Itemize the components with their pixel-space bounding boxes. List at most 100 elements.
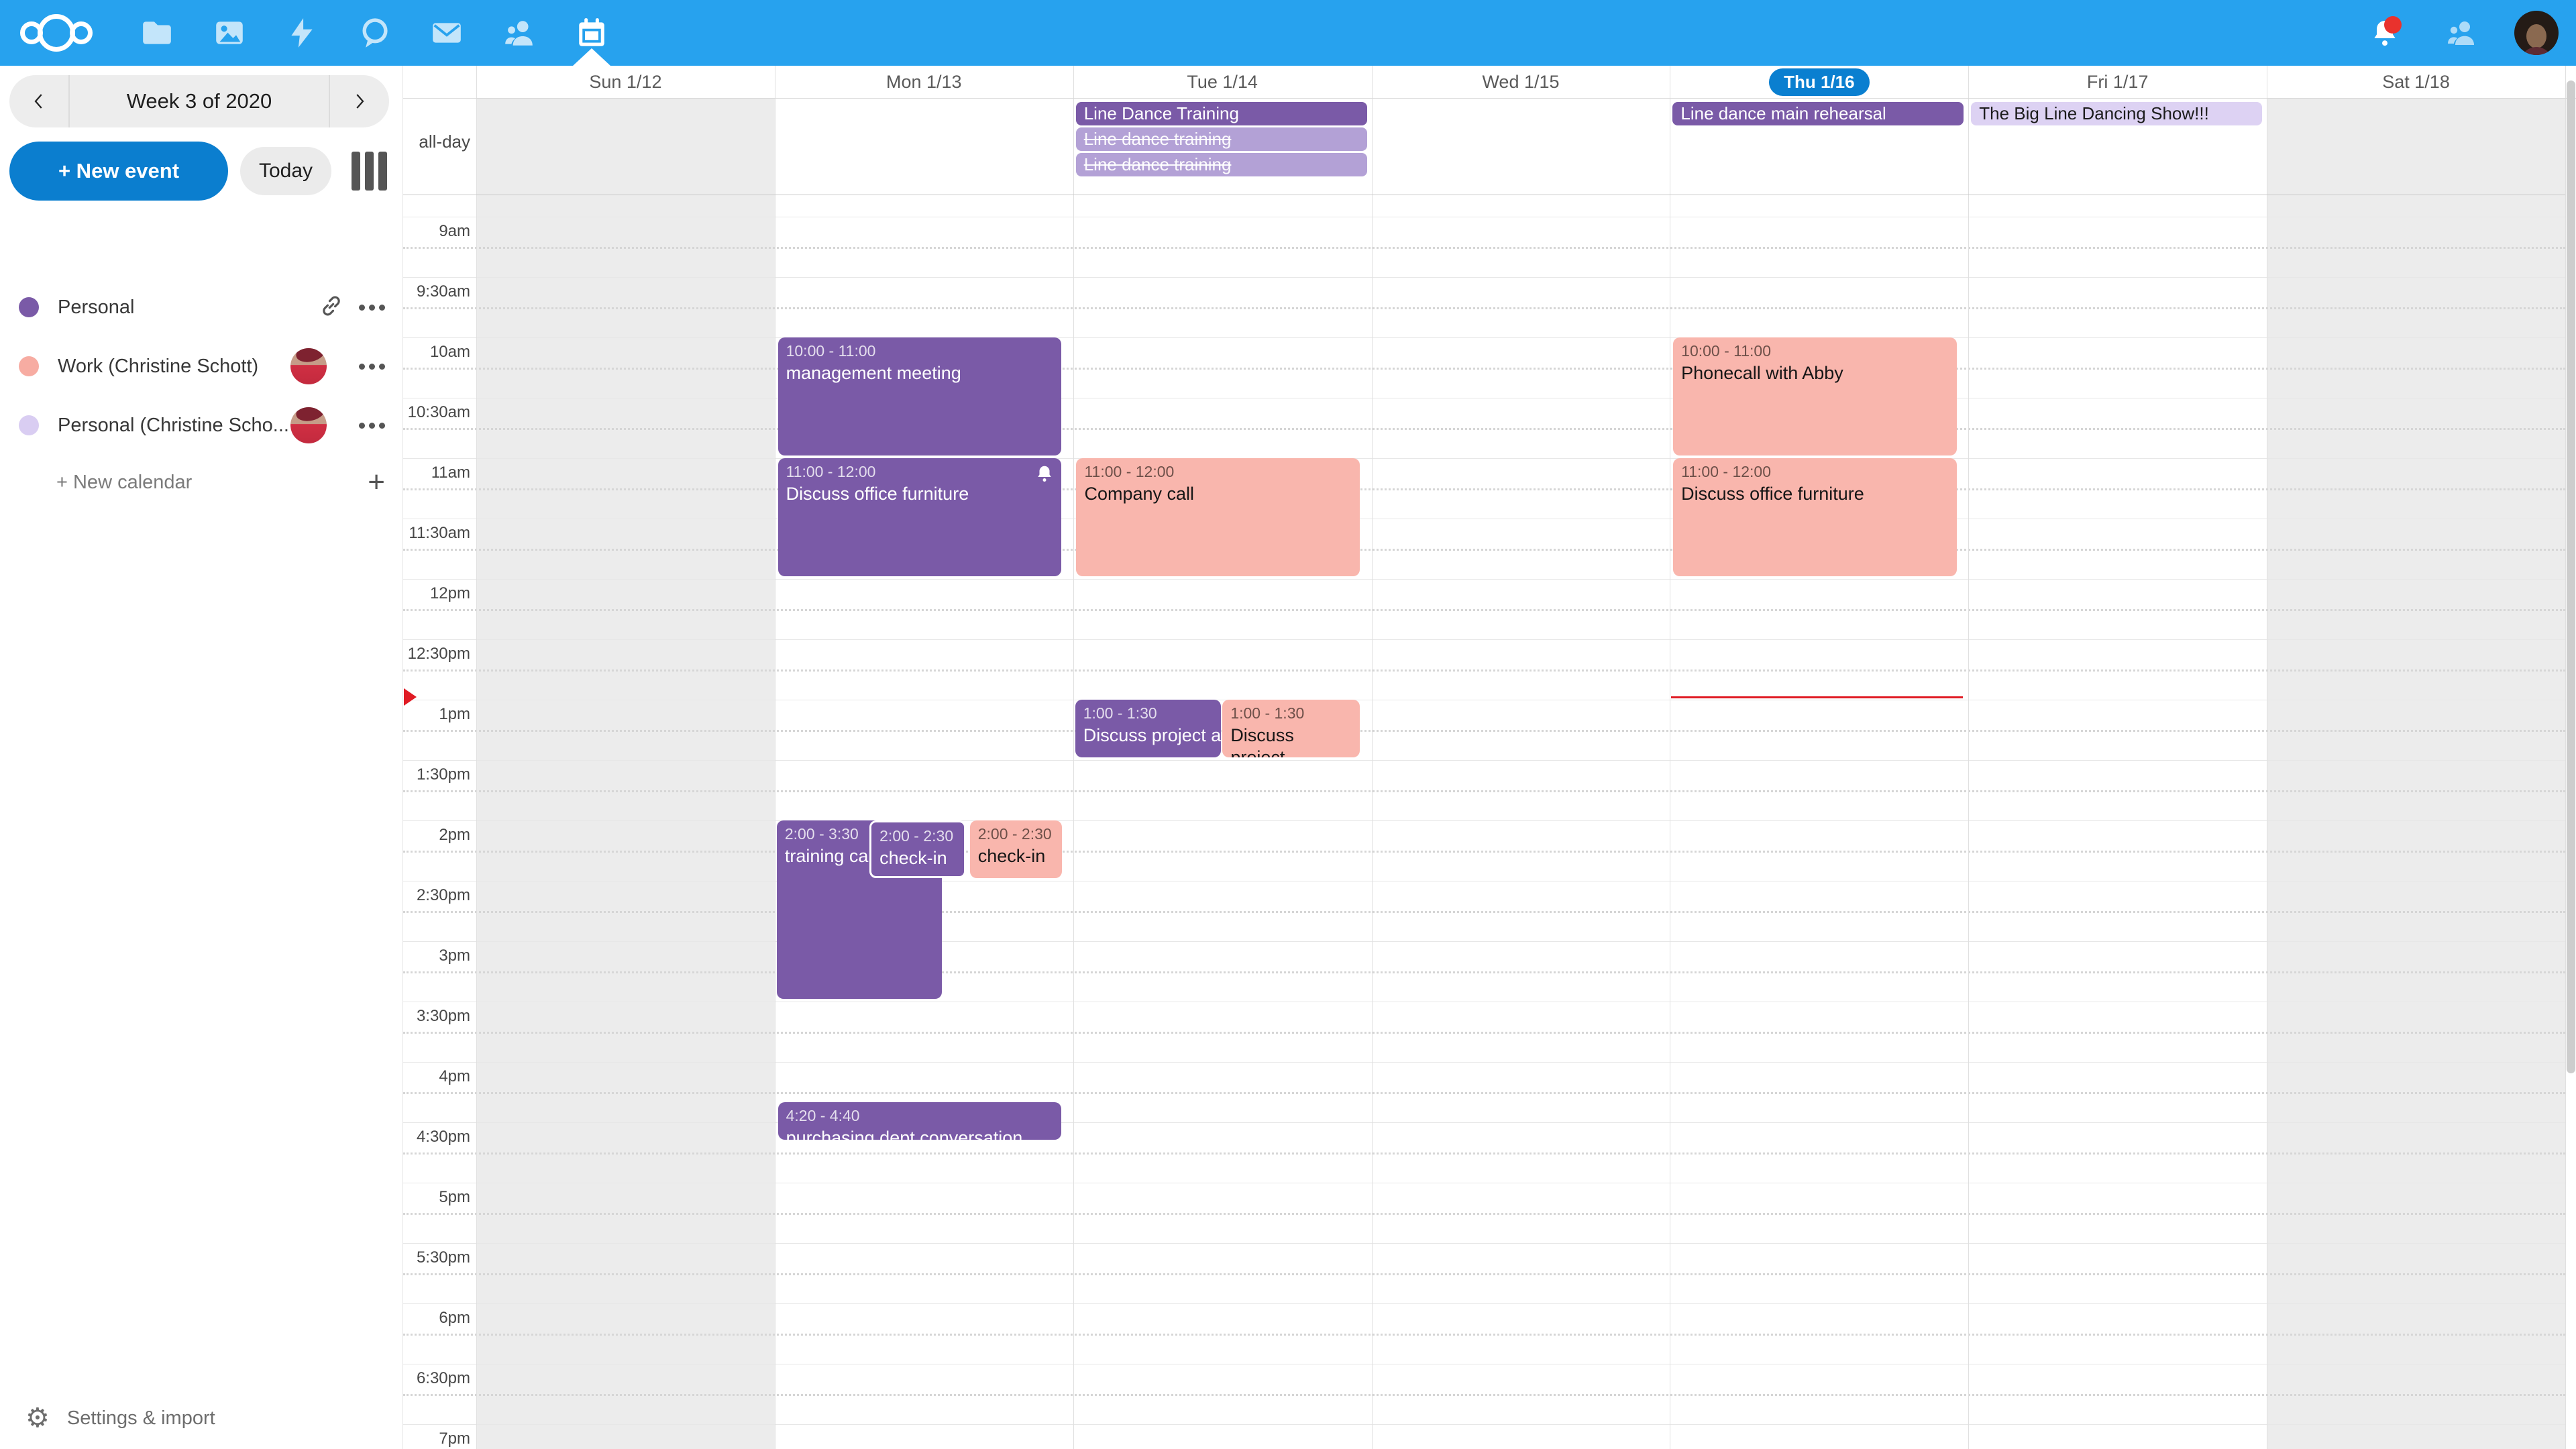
chevron-right-icon <box>356 94 364 109</box>
calendar-name: Personal <box>58 296 135 318</box>
calendar-list-item[interactable]: Personal (Christine Scho... <box>0 396 402 455</box>
previous-week-button[interactable] <box>9 75 68 127</box>
time-gutter-label: 6pm <box>439 1309 470 1327</box>
calendar-menu-button[interactable] <box>359 363 385 370</box>
view-bar-icon <box>352 152 360 191</box>
timed-event[interactable]: 10:00 - 11:00 management meeting <box>777 337 1062 455</box>
event-title: check-in <box>879 848 947 868</box>
today-date-pill: Thu 1/16 <box>1769 68 1870 96</box>
day-header[interactable]: Sat 1/18 <box>2382 72 2450 92</box>
time-gutter-label: 9:30am <box>416 282 470 301</box>
event-time: 2:00 - 3:30 <box>784 825 859 843</box>
app-button-mail[interactable] <box>411 0 483 66</box>
calendar-menu-button[interactable] <box>359 304 385 311</box>
timed-event[interactable]: 11:00 - 12:00 Company call <box>1076 458 1360 576</box>
weekend-shading <box>476 99 775 1449</box>
share-link-icon[interactable] <box>319 293 344 322</box>
chevron-left-icon <box>34 94 42 109</box>
calendar-color-dot <box>19 356 39 376</box>
timed-event[interactable]: 2:00 - 2:30 check-in <box>969 820 1062 878</box>
grid-column-border <box>1371 66 1373 1449</box>
today-button[interactable]: Today <box>240 147 331 195</box>
timed-event[interactable]: 1:00 - 1:30 Discuss project announcement <box>1222 700 1360 757</box>
calendar-list: Personal Work (Christine Schott) Persona… <box>0 278 402 510</box>
contacts-menu-button[interactable] <box>2438 9 2485 56</box>
weekend-shading <box>2267 99 2565 1449</box>
notifications-button[interactable] <box>2361 9 2408 56</box>
owner-avatar <box>290 348 327 384</box>
grid-line-dotted <box>403 549 2565 551</box>
timed-event[interactable]: 11:00 - 12:00 Discuss office furniture <box>777 458 1062 576</box>
view-bar-icon <box>378 152 387 191</box>
day-header[interactable]: Mon 1/13 <box>885 72 962 92</box>
grid-line <box>403 1122 2565 1123</box>
mail-icon <box>433 23 461 43</box>
event-title: Discuss office furniture <box>1681 484 1864 504</box>
event-time: 11:00 - 12:00 <box>786 463 876 480</box>
grid-line <box>403 1424 2565 1425</box>
app-button-talk[interactable] <box>338 0 411 66</box>
timed-event[interactable]: 11:00 - 12:00 Discuss office furniture <box>1673 458 1957 576</box>
app-button-photos[interactable] <box>193 0 266 66</box>
talk-icon <box>362 18 388 48</box>
grid-line <box>403 820 2565 821</box>
photos-icon <box>216 21 243 44</box>
contacts-icon <box>2448 21 2474 45</box>
app-button-calendar[interactable] <box>555 0 628 66</box>
grid-line <box>403 277 2565 278</box>
grid-line-dotted <box>403 911 2565 913</box>
app-button-contacts[interactable] <box>483 0 555 66</box>
next-week-button[interactable] <box>330 75 389 127</box>
time-gutter-label: 4:30pm <box>416 1128 470 1146</box>
day-header[interactable]: Tue 1/14 <box>1187 72 1258 92</box>
allday-event[interactable]: Line Dance Training <box>1075 102 1367 125</box>
grid-column-border <box>1968 66 1970 1449</box>
grid-line <box>403 941 2565 942</box>
time-gutter-label: 11:30am <box>409 524 470 542</box>
day-header[interactable]: Sun 1/12 <box>589 72 662 92</box>
app-button-activity[interactable] <box>266 0 338 66</box>
week-label[interactable]: Week 3 of 2020 <box>68 75 330 127</box>
new-event-button[interactable]: + New event <box>9 142 228 201</box>
time-gutter-label: 1:30pm <box>416 765 470 784</box>
vertical-scrollbar[interactable] <box>2567 80 2575 1073</box>
day-header[interactable]: Thu 1/16 <box>1670 66 1968 99</box>
header-separator <box>403 98 2576 99</box>
grid-line <box>403 639 2565 640</box>
plus-icon: + <box>368 466 385 498</box>
grid-line-dotted <box>403 488 2565 490</box>
event-title: Discuss project announcement <box>1230 725 1294 757</box>
calendar-list-item[interactable]: Personal <box>0 278 402 337</box>
new-calendar-button[interactable]: + New calendar + <box>0 455 402 510</box>
time-gutter-label: 2:30pm <box>416 886 470 904</box>
timed-event[interactable]: 1:00 - 1:30 Discuss project announcement <box>1075 700 1222 757</box>
calendar-list-item[interactable]: Work (Christine Schott) <box>0 337 402 396</box>
allday-event[interactable]: Line dance training <box>1075 127 1367 151</box>
calendar-menu-button[interactable] <box>359 422 385 429</box>
calendar-color-dot <box>19 415 39 435</box>
timed-event[interactable]: 10:00 - 11:00 Phonecall with Abby <box>1673 337 1957 455</box>
grid-line-dotted <box>403 1394 2565 1396</box>
settings-import[interactable]: ⚙ Settings & import <box>0 1387 402 1449</box>
app-button-files[interactable] <box>121 0 193 66</box>
time-gutter-label: 7pm <box>439 1430 470 1448</box>
allday-event[interactable]: The Big Line Dancing Show!!! <box>1971 102 2263 125</box>
allday-event[interactable]: Line dance training <box>1075 153 1367 176</box>
time-gutter-label: 5:30pm <box>416 1248 470 1267</box>
nextcloud-logo[interactable] <box>20 0 93 66</box>
day-header[interactable]: Fri 1/17 <box>2086 72 2149 92</box>
grid-line-dotted <box>403 247 2565 249</box>
grid-line <box>403 1062 2565 1063</box>
event-time: 2:00 - 2:30 <box>977 825 1052 843</box>
grid-line-dotted <box>403 609 2565 611</box>
day-header[interactable]: Wed 1/15 <box>1482 72 1560 92</box>
allday-gutter-label: all-day <box>419 131 470 152</box>
timed-event[interactable]: 2:00 - 2:30 check-in <box>869 820 966 878</box>
user-avatar[interactable] <box>2514 11 2559 55</box>
grid-column-border <box>1073 66 1074 1449</box>
allday-event[interactable]: Line dance main rehearsal <box>1672 102 1964 125</box>
current-time-marker <box>404 688 417 706</box>
view-mode-toggle[interactable] <box>352 152 387 191</box>
timed-event[interactable]: 4:20 - 4:40 purchasing dept conversation <box>777 1102 1062 1140</box>
calendar-name: Personal (Christine Scho... <box>58 414 289 436</box>
